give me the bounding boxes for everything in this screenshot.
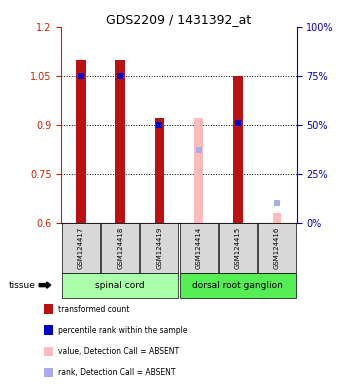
Text: value, Detection Call = ABSENT: value, Detection Call = ABSENT <box>58 347 179 356</box>
Text: GSM124415: GSM124415 <box>235 227 241 269</box>
Bar <box>194 118 203 223</box>
Text: tissue: tissue <box>9 281 35 290</box>
Title: GDS2209 / 1431392_at: GDS2209 / 1431392_at <box>106 13 252 26</box>
Point <box>157 122 162 128</box>
Bar <box>273 213 281 223</box>
Text: GSM124417: GSM124417 <box>78 227 84 269</box>
Point <box>274 200 280 206</box>
Point <box>196 147 201 153</box>
Text: dorsal root ganglion: dorsal root ganglion <box>192 281 283 290</box>
Text: GSM124416: GSM124416 <box>274 227 280 269</box>
Text: percentile rank within the sample: percentile rank within the sample <box>58 326 188 335</box>
Point <box>78 73 84 79</box>
Text: transformed count: transformed count <box>58 305 129 314</box>
Bar <box>115 60 125 223</box>
Text: GSM124414: GSM124414 <box>196 227 202 269</box>
Bar <box>76 60 86 223</box>
Bar <box>154 118 164 223</box>
Point <box>235 120 240 126</box>
Text: GSM124418: GSM124418 <box>117 227 123 269</box>
Point <box>117 73 123 79</box>
Text: spinal cord: spinal cord <box>95 281 145 290</box>
Text: GSM124419: GSM124419 <box>157 227 162 269</box>
Text: rank, Detection Call = ABSENT: rank, Detection Call = ABSENT <box>58 368 176 377</box>
Bar <box>233 76 243 223</box>
